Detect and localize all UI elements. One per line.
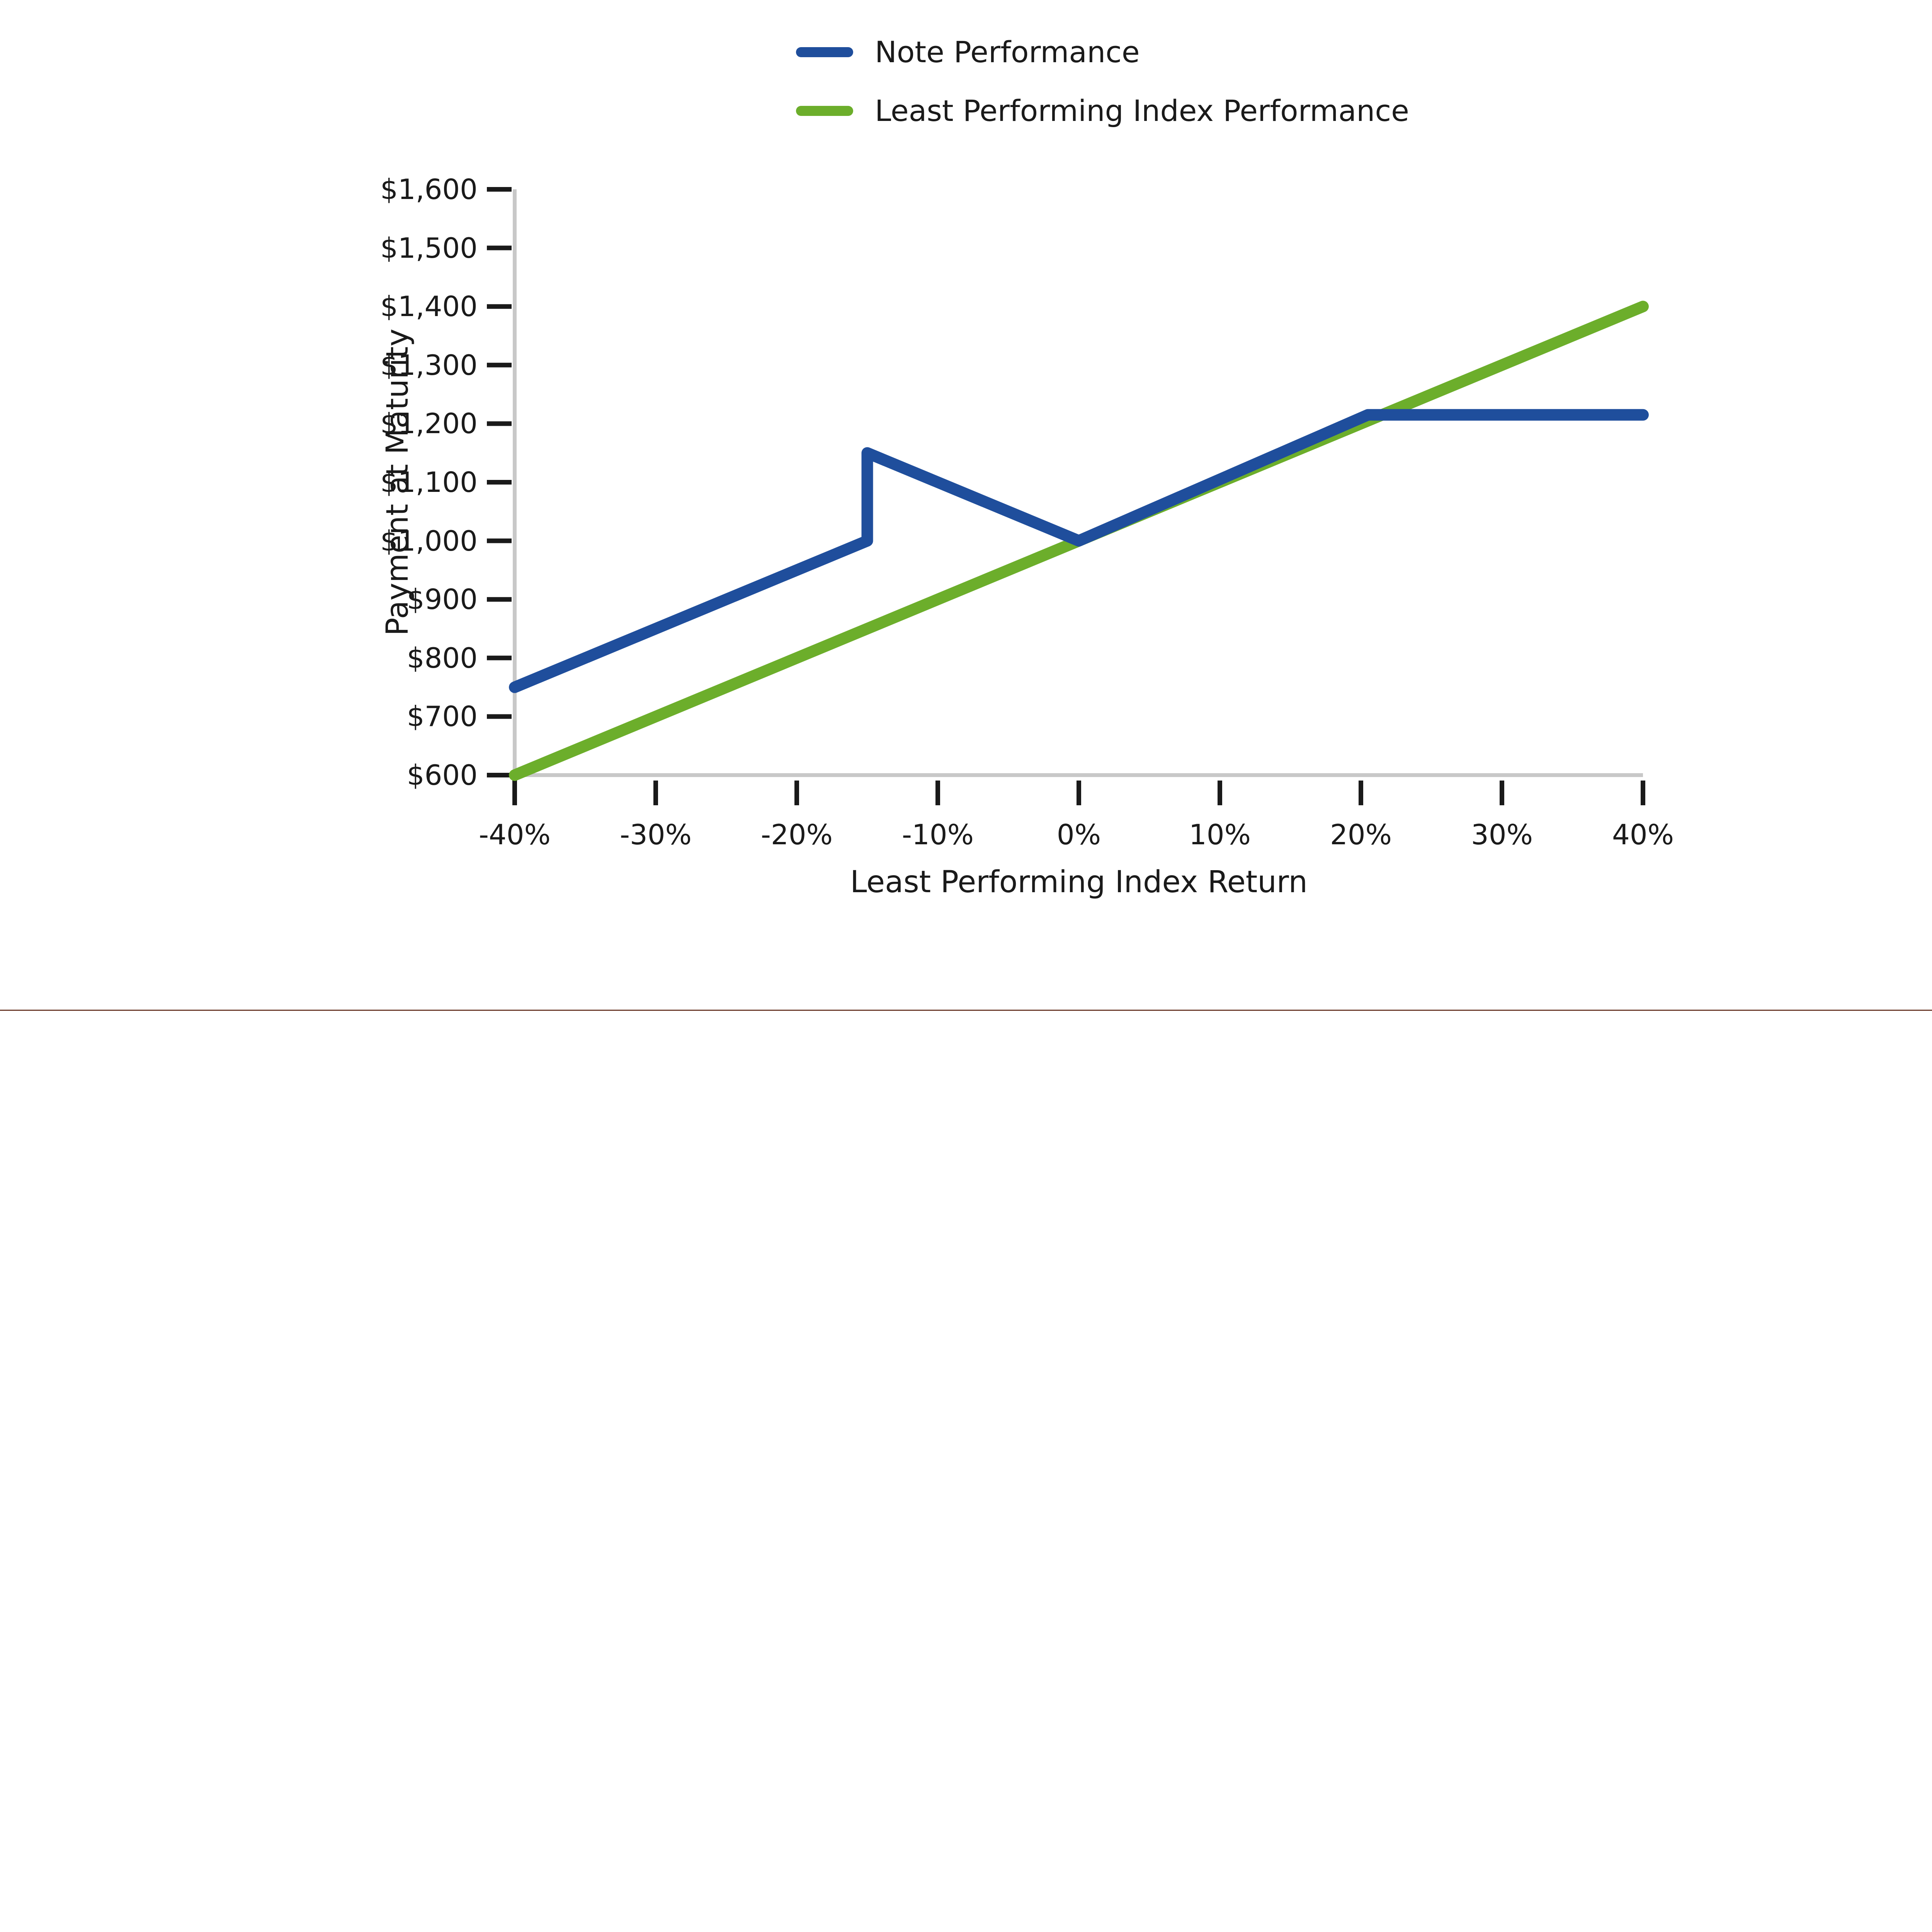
legend-item-least-performing-index: Least Performing Index Performance <box>796 94 1569 128</box>
y-tick-label: $1,200 <box>380 407 478 440</box>
y-axis-title: Payment at Maturity <box>380 328 415 636</box>
x-tick-label: 0% <box>1056 818 1101 851</box>
chart-legend: Note Performance Least Performing Index … <box>796 35 1569 152</box>
x-tick-label: -20% <box>760 818 833 851</box>
legend-swatch-note-performance <box>796 47 853 57</box>
series-line-note-performance <box>509 409 1649 693</box>
y-tick-label: $900 <box>406 583 478 616</box>
x-tick-label: 40% <box>1612 818 1674 851</box>
legend-item-note-performance: Note Performance <box>796 35 1569 70</box>
y-tick-label: $1,000 <box>380 524 478 557</box>
legend-label-note-performance: Note Performance <box>875 35 1140 69</box>
chart-plot-area: $600 $700 $800 $900 $1,000 $1,100 $1,200 $1,300… <box>0 0 1932 897</box>
x-tick-label: -40% <box>478 818 551 851</box>
x-axis-ticks <box>512 781 1645 805</box>
x-axis-title: Least Performing Index Return <box>850 865 1308 900</box>
payment-at-maturity-chart: Note Performance Least Performing Index … <box>0 0 1932 898</box>
y-tick-label: $1,400 <box>380 290 478 323</box>
x-tick-label: 20% <box>1330 818 1392 851</box>
y-tick-label: $600 <box>406 759 478 791</box>
chart-canvas <box>487 187 1649 805</box>
y-tick-label: $700 <box>406 700 478 733</box>
y-tick-label: $1,300 <box>380 349 478 381</box>
y-axis-ticks <box>487 187 512 777</box>
y-tick-label: $1,500 <box>380 231 478 264</box>
legend-label-least-performing-index: Least Performing Index Performance <box>875 94 1409 128</box>
y-tick-label: $1,100 <box>380 466 478 498</box>
x-tick-label: -10% <box>901 818 974 851</box>
page-divider-top <box>0 1010 1932 1011</box>
y-tick-label: $800 <box>406 641 478 674</box>
x-tick-label: 10% <box>1189 818 1251 851</box>
x-tick-label: -30% <box>619 818 692 851</box>
legend-swatch-least-performing-index <box>796 106 853 116</box>
x-tick-label: 30% <box>1471 818 1533 851</box>
y-tick-label: $1,600 <box>380 173 478 206</box>
